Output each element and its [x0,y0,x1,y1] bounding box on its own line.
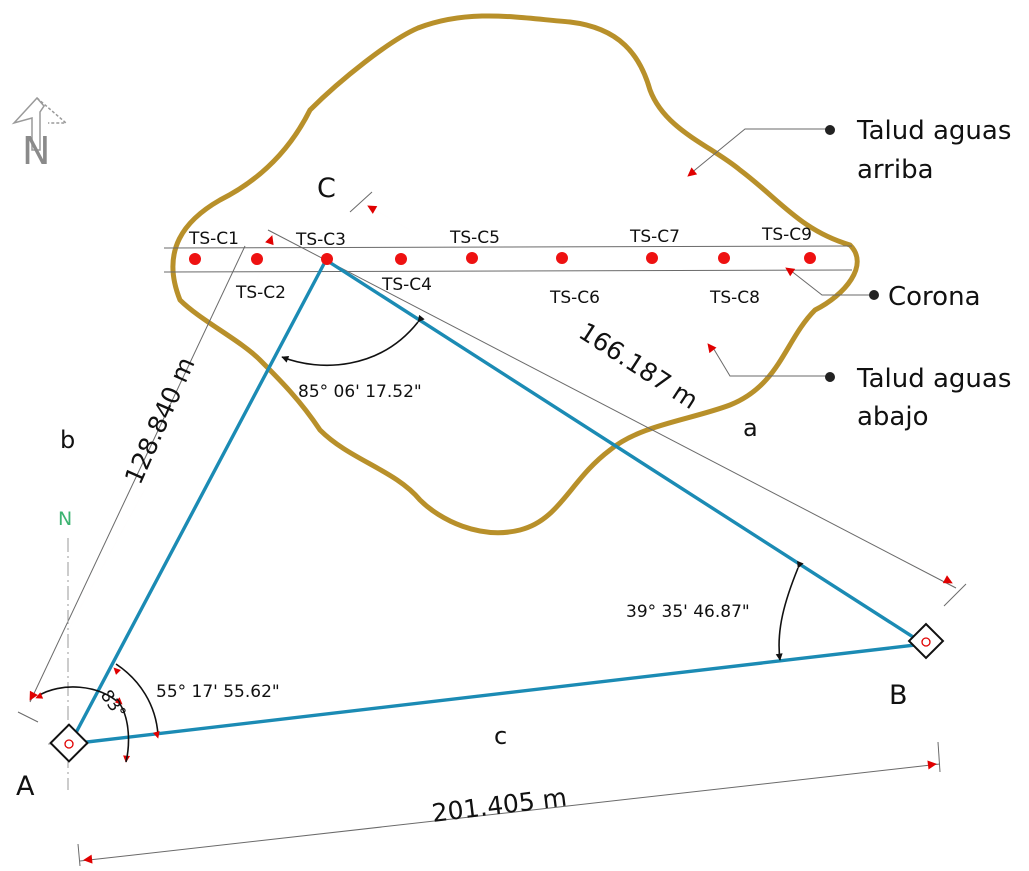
legend-downstream-line2: abajo [857,402,929,432]
vertex-label-c: C [317,173,336,204]
label-ts-c6: TS-C6 [549,288,600,308]
leader-upstream [689,128,828,175]
dim-arrow-a-top [367,205,411,231]
north-letter: N [22,129,50,173]
legend-downstream-line1: Talud aguas [856,364,1011,394]
label-ts-c9: TS-C9 [761,225,812,245]
angle-arrow-a-2 [113,667,131,685]
azimuth-arc-a-lower [119,703,130,763]
arrow-upstream [687,138,735,177]
distance-label-bc: 166.187 m [574,317,704,415]
dim-line-c [79,763,941,862]
dim-tick-a-2 [943,583,967,607]
angle-arc-c [281,314,425,366]
distance-label-ab: 201.405 m [430,783,568,828]
angle-label-c: 85° 06' 17.52" [298,382,422,402]
side-label-b: b [60,426,75,454]
dim-tick-c-1 [77,843,81,867]
dim-tick-c-2 [937,741,941,773]
side-label-c: c [494,722,507,750]
arrow-downstream [707,343,723,363]
dim-line-a [267,229,957,589]
arrow-crest [785,267,809,284]
north-line-letter: N [58,508,72,530]
label-ts-c1: TS-C1 [188,229,239,249]
label-ts-c2: TS-C2 [235,283,286,303]
point-ts-c9 [804,252,816,264]
dim-arrow-b-bottom [29,479,151,701]
angle-label-b: 39° 35' 46.87" [626,602,750,622]
vertex-label-a: A [16,771,35,802]
crest-line-top [163,245,853,249]
crest-points [189,252,816,265]
angle-label-a: 55° 17' 55.62" [156,682,280,702]
legend-upstream-line2: arriba [857,155,934,185]
side-label-a: a [743,414,758,442]
label-ts-c3: TS-C3 [295,230,346,250]
angle-arc-a [115,663,159,736]
label-ts-c7: TS-C7 [629,227,680,247]
dim-tick-b-1 [17,711,39,723]
vertex-label-b: B [889,680,908,711]
azimuth-arc-a [37,686,121,705]
dim-arrow-c-left [83,853,141,864]
point-ts-c3 [321,253,333,265]
north-compass-icon: N [11,96,69,173]
label-ts-c8: TS-C8 [709,288,760,308]
dim-tick-a-1 [349,191,373,213]
point-ts-c1 [189,253,201,265]
angle-arc-b [775,560,804,661]
legend-dot-upstream [825,125,835,135]
leader-downstream [711,345,828,377]
point-ts-c5 [466,252,478,264]
legend-dot-downstream [825,372,835,382]
dim-arrow-a-bottom [899,554,953,584]
point-ts-c8 [718,252,730,264]
point-ts-c2 [251,253,263,265]
crest-line-bottom [163,269,853,273]
azimuth-arrow-a-2 [105,689,123,705]
station-marker-b [907,622,945,660]
label-ts-c5: TS-C5 [449,228,500,248]
dim-arrow-b-top [249,235,274,301]
reservoir-boundary [170,13,860,536]
station-marker-a [49,723,89,763]
legend-dot-crest [869,290,879,300]
label-ts-c4: TS-C4 [381,275,432,295]
survey-triangle [68,257,929,746]
leader-crest [789,269,872,296]
point-ts-c7 [646,252,658,264]
dim-arrow-c-right [879,760,937,772]
point-ts-c6 [556,252,568,264]
azimuth-arrow-a-1 [35,689,55,699]
legend-crest: Corona [888,282,981,312]
legend-upstream-line1: Talud aguas [856,116,1011,146]
distance-label-ac: 128.840 m [119,353,201,489]
dim-line-b [29,245,246,703]
angle-arrow-a-1 [149,709,160,739]
point-ts-c4 [395,253,407,265]
